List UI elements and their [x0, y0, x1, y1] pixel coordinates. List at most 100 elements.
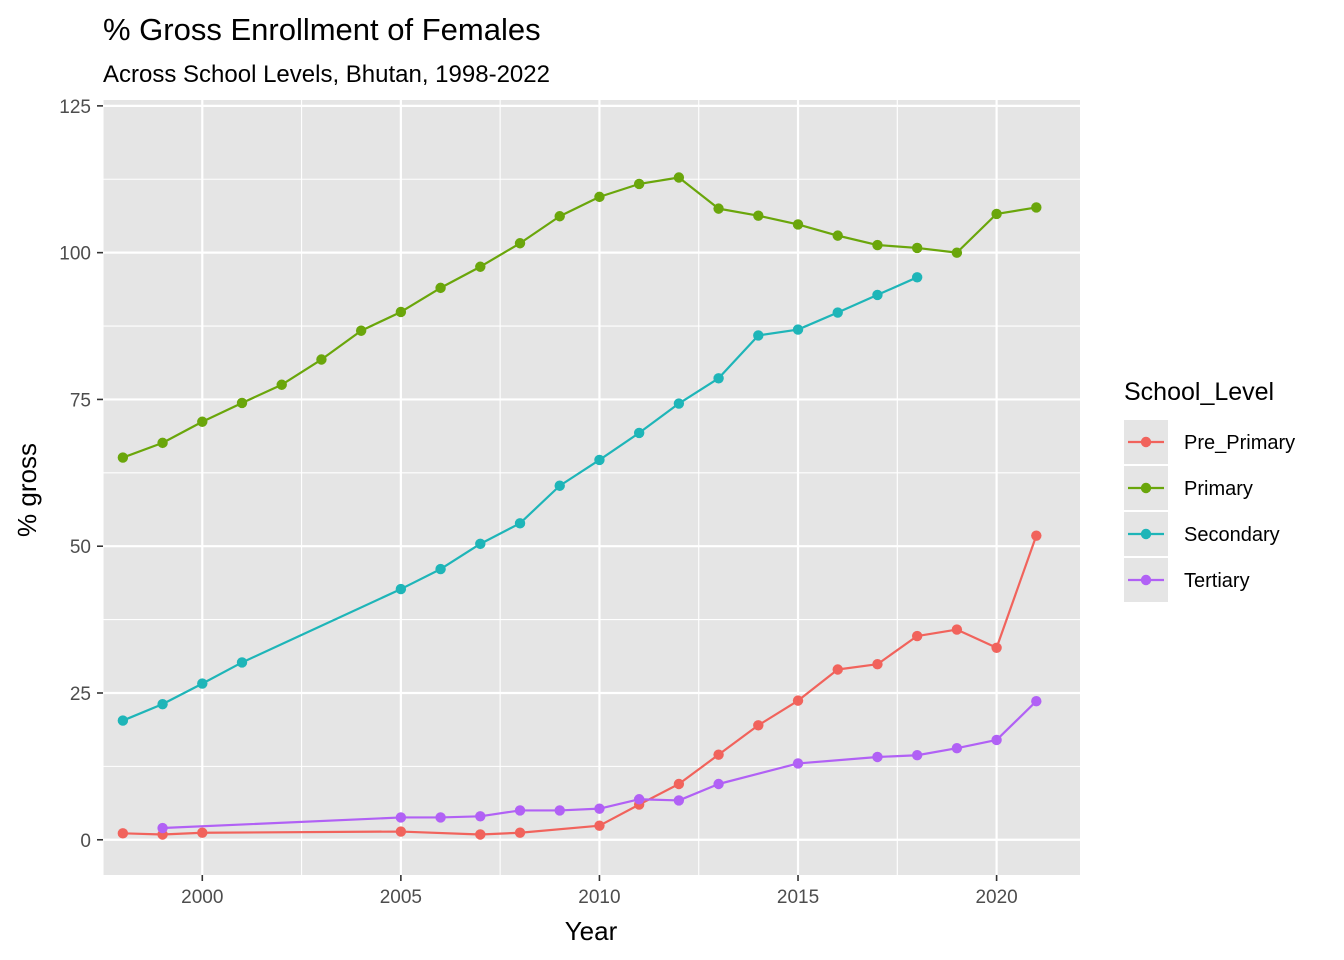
data-point-primary [157, 437, 168, 449]
y-tick-label: 25 [70, 684, 91, 705]
data-point-tertiary [633, 794, 645, 805]
data-point-pre-primary [872, 659, 883, 670]
data-point-pre-primary [673, 778, 685, 790]
data-point-tertiary [435, 812, 446, 823]
data-point-pre-primary [514, 827, 526, 838]
legend-item-secondary: Secondary [1124, 512, 1280, 556]
data-point-secondary [792, 324, 804, 335]
data-point-primary [633, 178, 645, 190]
legend-key-point [1140, 482, 1152, 494]
data-point-pre-primary [117, 828, 129, 839]
series-layer [117, 172, 1042, 840]
series-primary [117, 172, 1042, 463]
series-line-pre-primary [122, 535, 1038, 836]
data-point-secondary [753, 330, 764, 341]
data-point-pre-primary [951, 624, 963, 635]
data-point-secondary [911, 272, 923, 283]
x-tick-label: 2015 [777, 887, 819, 908]
data-point-secondary [594, 454, 605, 466]
data-point-primary [475, 261, 486, 272]
x-tick-label: 2010 [578, 887, 620, 908]
legend-key-point [1140, 574, 1152, 586]
data-point-secondary [197, 678, 208, 689]
legend-label: Primary [1184, 478, 1253, 500]
data-point-primary [514, 238, 526, 249]
data-point-secondary [435, 563, 446, 575]
legend-item-pre-primary: Pre_Primary [1124, 420, 1295, 464]
series-line-secondary [122, 276, 918, 722]
data-point-primary [872, 239, 883, 251]
legend-label: Tertiary [1184, 570, 1250, 592]
data-point-pre-primary [911, 630, 923, 642]
data-point-pre-primary [753, 720, 764, 731]
legend-items: Pre_Primary Primary Secondary Tertiary [1124, 420, 1295, 602]
data-point-primary [395, 306, 407, 318]
legend-key-point [1140, 528, 1152, 540]
legend-item-primary: Primary [1124, 466, 1253, 510]
legend-item-tertiary: Tertiary [1124, 558, 1250, 602]
data-point-primary [991, 208, 1002, 220]
y-tick-label: 75 [70, 390, 91, 411]
y-axis-title: % gross [12, 443, 42, 537]
series-secondary [117, 272, 923, 726]
data-point-tertiary [872, 751, 883, 763]
data-point-secondary [554, 480, 565, 491]
x-tick-label: 2020 [975, 887, 1017, 908]
data-point-primary [832, 230, 843, 241]
data-point-secondary [832, 307, 843, 318]
data-point-tertiary [792, 758, 804, 769]
data-point-secondary [236, 657, 248, 668]
minor-gridlines [102, 100, 1080, 875]
data-point-tertiary [1031, 696, 1042, 707]
data-point-primary [594, 191, 605, 203]
legend-key-point [1140, 436, 1152, 448]
data-point-primary [713, 203, 724, 214]
data-point-pre-primary [395, 826, 407, 837]
data-point-primary [276, 379, 287, 390]
data-point-primary [673, 172, 685, 183]
legend-label: Secondary [1184, 524, 1280, 546]
data-point-primary [1031, 202, 1042, 213]
data-point-secondary [157, 698, 168, 710]
data-point-pre-primary [792, 695, 804, 706]
data-point-pre-primary [475, 829, 486, 840]
data-point-secondary [475, 538, 486, 550]
data-point-primary [316, 354, 327, 365]
data-point-secondary [713, 373, 724, 384]
legend-label: Pre_Primary [1184, 432, 1295, 454]
chart-title: % Gross Enrollment of Females [103, 12, 541, 47]
y-tick-label: 50 [70, 537, 91, 558]
chart-subtitle: Across School Levels, Bhutan, 1998-2022 [103, 61, 550, 88]
data-point-secondary [872, 289, 883, 301]
data-point-primary [753, 210, 764, 221]
series-line-primary [122, 176, 1037, 459]
data-point-tertiary [673, 795, 685, 806]
data-point-tertiary [991, 734, 1002, 746]
data-point-secondary [673, 398, 685, 409]
data-point-pre-primary [713, 749, 724, 760]
legend-title: School_Level [1124, 378, 1274, 406]
data-point-primary [355, 325, 367, 336]
data-point-primary [554, 211, 565, 222]
data-point-pre-primary [1031, 530, 1042, 541]
data-point-secondary [395, 583, 407, 595]
axes: 2000 2005 2010 2015 2020 0 25 50 75 100 125 [59, 97, 1017, 908]
plot-panel [103, 100, 1080, 875]
y-tick-label: 100 [59, 244, 91, 265]
data-point-tertiary [554, 805, 565, 816]
data-point-pre-primary [594, 820, 605, 831]
data-point-primary [197, 416, 208, 427]
data-point-primary [117, 452, 129, 463]
y-tick-label: 0 [80, 831, 91, 852]
data-point-primary [911, 242, 923, 254]
y-tick-label: 125 [59, 97, 91, 118]
x-tick-label: 2005 [380, 887, 422, 908]
series-tertiary [157, 696, 1042, 834]
data-point-tertiary [475, 811, 486, 822]
data-point-secondary [514, 518, 526, 529]
legend: School_Level Pre_Primary Primary Secondary… [1124, 378, 1295, 602]
data-point-primary [951, 247, 963, 258]
series-line-tertiary [162, 700, 1038, 830]
data-point-primary [236, 397, 248, 409]
